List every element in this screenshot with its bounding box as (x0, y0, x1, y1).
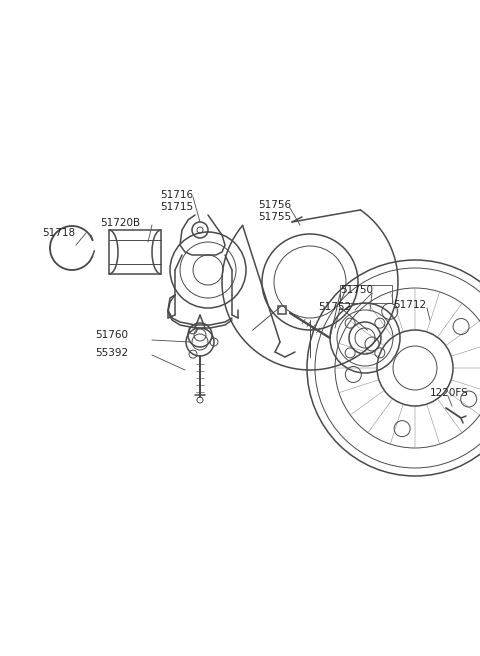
Text: 51755: 51755 (258, 212, 291, 222)
Text: 51718: 51718 (42, 228, 75, 238)
Text: 51752: 51752 (318, 302, 351, 312)
Text: 51760: 51760 (95, 330, 128, 340)
Text: 51715: 51715 (160, 202, 193, 212)
Text: 55392: 55392 (95, 348, 128, 358)
Text: 51750: 51750 (340, 285, 373, 295)
Bar (340, 285, 392, 303)
Text: 51720B: 51720B (100, 218, 140, 228)
Text: 51712: 51712 (393, 300, 426, 310)
Text: 51756: 51756 (258, 200, 291, 210)
Text: 51716: 51716 (160, 190, 193, 200)
Text: 1220FS: 1220FS (430, 388, 469, 398)
